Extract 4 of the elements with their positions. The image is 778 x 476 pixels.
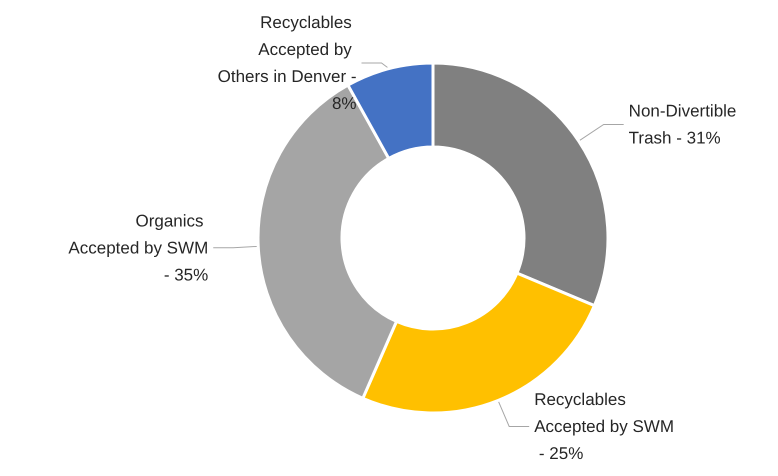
slice-label: Recyclables Accepted by SWM - 25% [534, 390, 674, 463]
slice-label: Recyclables Accepted by Others in Denver - 8% [218, 13, 357, 113]
slice-label: Organics Accepted by SWM - 35% [68, 211, 208, 284]
slice-label: Non-Divertible Trash - 31% [628, 101, 742, 148]
